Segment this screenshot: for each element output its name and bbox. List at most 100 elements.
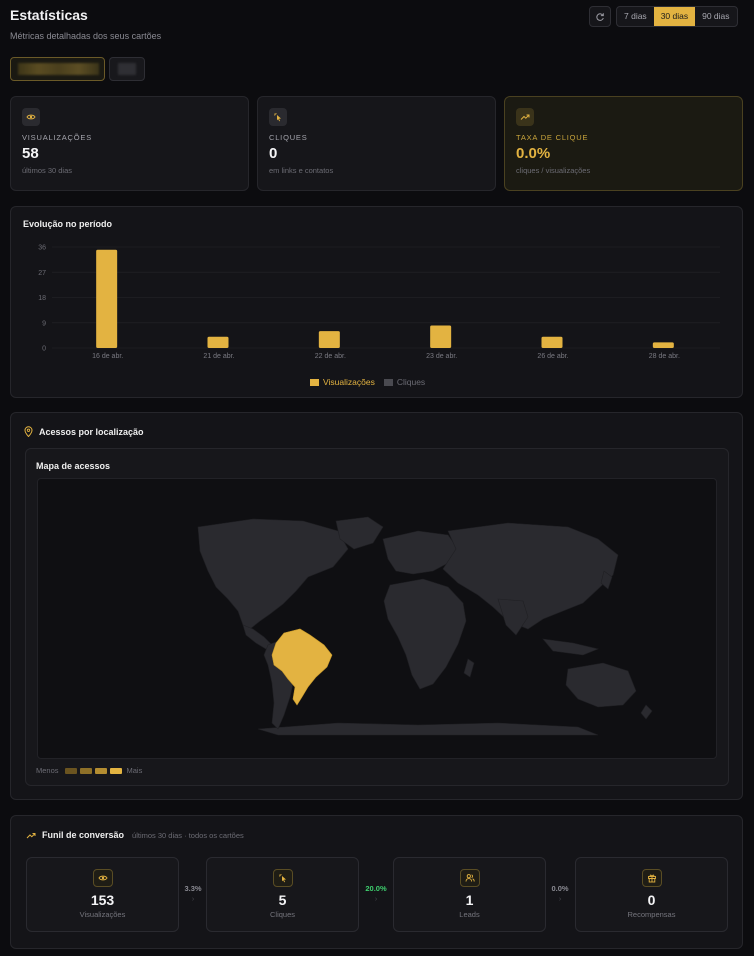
stat-card-views: VISUALIZAÇÕES 58 últimos 30 dias (10, 96, 249, 191)
range-7-days-button[interactable]: 7 dias (624, 11, 647, 21)
map-region-asia (442, 522, 619, 630)
blurred-card-name (18, 63, 99, 75)
y-tick-label: 36 (38, 245, 46, 252)
range-90-days-button[interactable]: 90 dias (702, 11, 730, 21)
map-legend-swatch (109, 767, 122, 774)
legend-views-label[interactable]: Visualizações (323, 377, 375, 387)
gift-icon (641, 869, 662, 887)
map-legend-swatch (64, 767, 77, 774)
legend-clicks-label[interactable]: Cliques (396, 377, 426, 387)
users-icon (459, 869, 480, 887)
evolution-chart: 36 27 18 9 0 16 de abr. 21 de abr. 22 de abr. 23… (38, 245, 720, 360)
funnel-label: Visualizações (79, 910, 126, 919)
y-tick-label: 27 (38, 270, 46, 277)
click-icon (272, 869, 293, 887)
stat-label: TAXA DE CLIQUE (516, 133, 589, 142)
evolution-title: Evolução no período (23, 219, 113, 229)
arrow-right-icon: › (191, 896, 195, 903)
funnel-header: Funil de conversão últimos 30 dias · tod… (26, 830, 244, 840)
stat-subtitle: últimos 30 dias (22, 166, 73, 175)
eye-icon (92, 869, 113, 887)
map-region-new-zealand (640, 704, 653, 720)
chart-legend: Visualizações Cliques (310, 377, 425, 387)
x-tick-label: 23 de abr. (426, 353, 457, 360)
funnel-subtitle: últimos 30 dias · todos os cartões (132, 830, 244, 840)
funnel-step-rewards: 0 Recompensas (575, 857, 728, 932)
range-30-days-button[interactable]: 30 dias (653, 7, 696, 26)
funnel-value: 153 (90, 892, 115, 908)
y-tick-label: 18 (38, 295, 46, 302)
refresh-icon (596, 12, 604, 21)
refresh-button[interactable] (589, 6, 611, 27)
trending-up-icon (516, 108, 534, 126)
map-title: Mapa de acessos (36, 461, 111, 471)
funnel-conversion-rate: 20.0% (365, 884, 387, 893)
map-region-europe (382, 530, 459, 575)
bar-views[interactable] (318, 331, 340, 348)
bar-views[interactable] (430, 325, 452, 348)
x-tick-label: 22 de abr. (315, 353, 346, 360)
page-subtitle: Métricas detalhadas dos seus cartões (10, 31, 162, 41)
map-region-japan (600, 570, 613, 590)
bar-views[interactable] (541, 336, 563, 348)
map-region-indonesia (542, 638, 599, 656)
funnel-title: Funil de conversão (42, 830, 125, 840)
funnel-label: Recompensas (627, 910, 676, 919)
stat-subtitle: cliques / visualizações (516, 166, 591, 175)
funnel-step-clicks: 5 Cliques (206, 857, 359, 932)
x-tick-label: 28 de abr. (649, 353, 680, 360)
blurred-card-name (118, 63, 136, 75)
bar-views[interactable] (652, 342, 674, 348)
funnel-conversion-rate: 0.0% (551, 884, 569, 893)
funnel-label: Cliques (269, 910, 295, 919)
page-title: Estatísticas (10, 7, 88, 23)
bar-views[interactable] (96, 249, 118, 348)
evolution-panel (10, 206, 743, 398)
funnel-value: 0 (647, 892, 656, 908)
map-legend-swatch (79, 767, 92, 774)
click-icon (269, 108, 287, 126)
bar-views[interactable] (207, 336, 229, 348)
funnel-value: 5 (278, 892, 287, 908)
funnel-value: 1 (465, 892, 474, 908)
stat-card-clicks: CLIQUES 0 em links e contatos (257, 96, 496, 191)
funnel-label: Leads (459, 910, 480, 919)
x-tick-label: 21 de abr. (203, 353, 234, 360)
legend-clicks-swatch (383, 378, 393, 386)
location-title: Acessos por localização (39, 426, 144, 437)
range-selector: 7 dias 30 dias 90 dias (616, 6, 738, 27)
funnel-conversion-rate: 3.3% (184, 884, 202, 893)
map-region-greenland (335, 516, 384, 550)
map-region-india (497, 598, 529, 636)
stat-label: CLIQUES (269, 133, 308, 142)
map-legend-more: Mais (126, 766, 143, 775)
x-tick-label: 26 de abr. (537, 353, 568, 360)
arrow-right-icon: › (374, 896, 378, 903)
map-region-madagascar (463, 658, 475, 678)
stat-label: VISUALIZAÇÕES (22, 133, 93, 142)
funnel-step-views: 153 Visualizações (26, 857, 179, 932)
map-region-australia (565, 662, 637, 708)
location-header: Acessos por localização (24, 426, 144, 437)
stat-subtitle: em links e contatos (269, 166, 334, 175)
legend-views-swatch (310, 378, 319, 386)
map-pin-icon (24, 426, 33, 437)
map-legend: Menos Mais (36, 766, 142, 775)
y-tick-label: 0 (42, 346, 46, 353)
trending-up-icon (26, 832, 36, 838)
arrow-right-icon: › (558, 896, 562, 903)
card-selector-chip[interactable] (109, 57, 145, 81)
x-tick-label: 16 de abr. (92, 353, 123, 360)
stat-value: 0 (269, 145, 278, 162)
map-legend-less: Menos (36, 766, 59, 775)
world-map[interactable] (37, 478, 717, 759)
map-legend-swatch (94, 767, 107, 774)
y-tick-label: 9 (42, 320, 46, 327)
stat-value: 58 (22, 145, 39, 162)
card-selector-chip-active[interactable] (10, 57, 105, 81)
stat-card-click-rate: TAXA DE CLIQUE 0.0% cliques / visualizaç… (504, 96, 743, 191)
map-region-north-america (197, 518, 349, 630)
map-region-africa (383, 578, 467, 690)
map-region-brazil (271, 628, 333, 706)
stat-value: 0.0% (516, 145, 551, 162)
